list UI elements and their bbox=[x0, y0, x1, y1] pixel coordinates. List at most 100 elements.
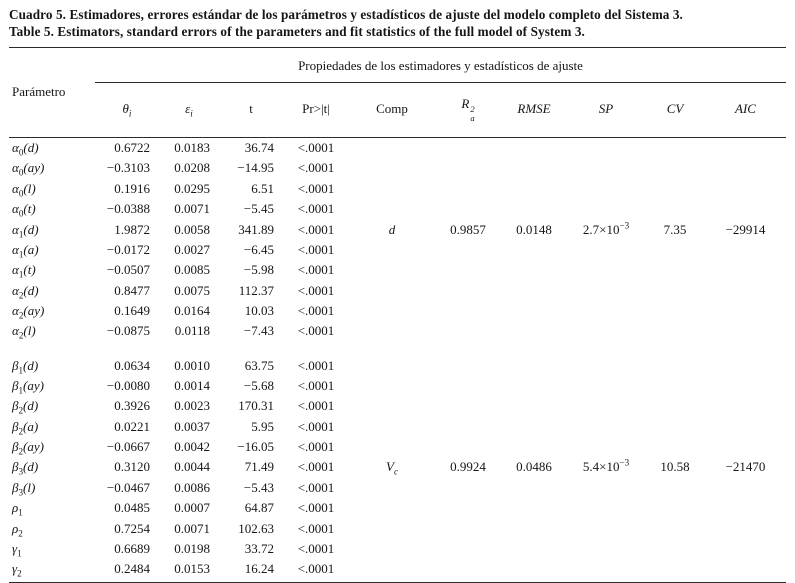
sp-cell-empty bbox=[567, 518, 645, 538]
sp-cell-empty bbox=[567, 559, 645, 583]
table-row: β3(l) −0.0467 0.0086 −5.43 <.0001 bbox=[9, 478, 786, 498]
param-cell: β2(ay) bbox=[9, 437, 95, 457]
table-row: β3(d) 0.3120 0.0044 71.49 <.0001 Vc 0.9924 0.04… bbox=[9, 457, 786, 477]
epsilon-symbol: ε bbox=[185, 101, 191, 117]
eps-cell: 0.0027 bbox=[174, 241, 210, 257]
r2a-cell-empty bbox=[435, 321, 501, 341]
sp-cell-empty bbox=[567, 137, 645, 158]
param-argument: (ay) bbox=[23, 303, 45, 319]
param-subscript: 2 bbox=[18, 290, 24, 301]
cv-cell-empty bbox=[645, 417, 705, 437]
t-cell: −6.45 bbox=[243, 241, 274, 257]
table-row: α0(l) 0.1916 0.0295 6.51 <.0001 bbox=[9, 179, 786, 199]
param-argument: (ay) bbox=[23, 439, 44, 455]
param-subscript: 0 bbox=[18, 168, 24, 179]
r2a-cell-empty bbox=[435, 280, 501, 300]
param-cell: β2(d) bbox=[9, 396, 95, 416]
comp-cell: d bbox=[349, 219, 435, 239]
param-argument: (t) bbox=[23, 201, 36, 217]
pr-cell: <.0001 bbox=[297, 540, 335, 556]
comp-cell-empty bbox=[349, 539, 435, 559]
statistics-table: Parámetro Propiedades de los estimadores… bbox=[9, 48, 787, 583]
aic-cell-empty bbox=[705, 342, 786, 376]
param-cell: α0(ay) bbox=[9, 158, 95, 178]
param-subscript: 2 bbox=[18, 310, 24, 321]
table-row: ρ2 0.7254 0.0071 102.63 <.0001 bbox=[9, 518, 786, 538]
aic-cell-empty bbox=[705, 478, 786, 498]
t-cell: −5.43 bbox=[243, 479, 274, 495]
cv-cell-empty bbox=[645, 376, 705, 396]
param-column-header: Parámetro bbox=[9, 48, 95, 138]
r2a-cell-empty bbox=[435, 137, 501, 158]
param-argument: (l) bbox=[23, 323, 36, 339]
aic-cell-empty bbox=[705, 137, 786, 158]
theta-cell: 0.0485 bbox=[114, 500, 150, 516]
theta-symbol: θ bbox=[122, 101, 129, 117]
table-row: α1(t) −0.0507 0.0085 −5.98 <.0001 bbox=[9, 260, 786, 280]
param-subscript: 1 bbox=[18, 269, 24, 280]
param-symbol: α bbox=[12, 160, 19, 176]
rmse-cell-empty bbox=[501, 417, 567, 437]
pr-cell: <.0001 bbox=[297, 140, 335, 156]
sp-cell-empty bbox=[567, 260, 645, 280]
r2a-cell-empty bbox=[435, 437, 501, 457]
t-cell: 112.37 bbox=[238, 282, 274, 298]
t-cell: 10.03 bbox=[244, 303, 274, 319]
rmse-cell-empty bbox=[501, 321, 567, 341]
comp-cell-empty bbox=[349, 396, 435, 416]
cv-cell-empty bbox=[645, 321, 705, 341]
param-cell: β3(l) bbox=[9, 478, 95, 498]
pr-cell: <.0001 bbox=[297, 282, 335, 298]
col-comp: Comp bbox=[349, 82, 435, 138]
comp-cell-empty bbox=[349, 280, 435, 300]
param-subscript: 2 bbox=[18, 446, 24, 457]
param-subscript: 1 bbox=[18, 229, 24, 240]
cv-cell-empty bbox=[645, 559, 705, 583]
cv-cell-empty bbox=[645, 240, 705, 260]
pr-cell: <.0001 bbox=[297, 357, 335, 373]
param-symbol: β bbox=[12, 377, 19, 393]
rmse-cell: 0.0148 bbox=[516, 221, 552, 237]
aic-cell-empty bbox=[705, 376, 786, 396]
aic-cell-empty bbox=[705, 280, 786, 300]
sp-cell-empty bbox=[567, 158, 645, 178]
r2a-cell-empty bbox=[435, 199, 501, 219]
aic-cell: −29914 bbox=[725, 221, 766, 237]
t-cell: −5.45 bbox=[243, 201, 274, 217]
param-cell: β1(ay) bbox=[9, 376, 95, 396]
theta-cell: −0.3103 bbox=[106, 160, 150, 176]
comp-cell-empty bbox=[349, 199, 435, 219]
param-symbol: α bbox=[12, 303, 19, 319]
param-subscript: 3 bbox=[18, 467, 24, 478]
rmse-cell-empty bbox=[501, 498, 567, 518]
param-argument: (ay) bbox=[23, 160, 45, 176]
theta-cell: 0.6689 bbox=[114, 540, 150, 556]
col-epsilon: εi bbox=[159, 82, 219, 138]
theta-cell: 0.7254 bbox=[114, 520, 150, 536]
eps-cell: 0.0071 bbox=[174, 520, 210, 536]
comp-cell-empty bbox=[349, 559, 435, 583]
pr-cell: <.0001 bbox=[297, 201, 335, 217]
pr-cell: <.0001 bbox=[297, 262, 335, 278]
rmse-cell-empty bbox=[501, 376, 567, 396]
sp-cell-empty bbox=[567, 539, 645, 559]
r2a-cell-empty bbox=[435, 240, 501, 260]
param-argument: (a) bbox=[23, 418, 39, 434]
col-aic: AIC bbox=[705, 82, 787, 138]
sp-cell-empty bbox=[567, 301, 645, 321]
pr-cell: <.0001 bbox=[297, 500, 335, 516]
theta-cell: 0.0221 bbox=[114, 418, 150, 434]
param-symbol: β bbox=[12, 479, 19, 495]
cv-cell-empty bbox=[645, 301, 705, 321]
sp-cell-empty bbox=[567, 498, 645, 518]
eps-cell: 0.0085 bbox=[174, 262, 210, 278]
param-symbol: α bbox=[12, 221, 19, 237]
table-row: γ1 0.6689 0.0198 33.72 <.0001 bbox=[9, 539, 786, 559]
cv-cell-empty bbox=[645, 498, 705, 518]
aic-cell-empty bbox=[705, 498, 786, 518]
t-cell: 102.63 bbox=[238, 520, 274, 536]
eps-cell: 0.0010 bbox=[174, 357, 210, 373]
param-cell: β1(d) bbox=[9, 342, 95, 376]
param-symbol: α bbox=[12, 140, 19, 156]
comp-cell: Vc bbox=[349, 457, 435, 477]
